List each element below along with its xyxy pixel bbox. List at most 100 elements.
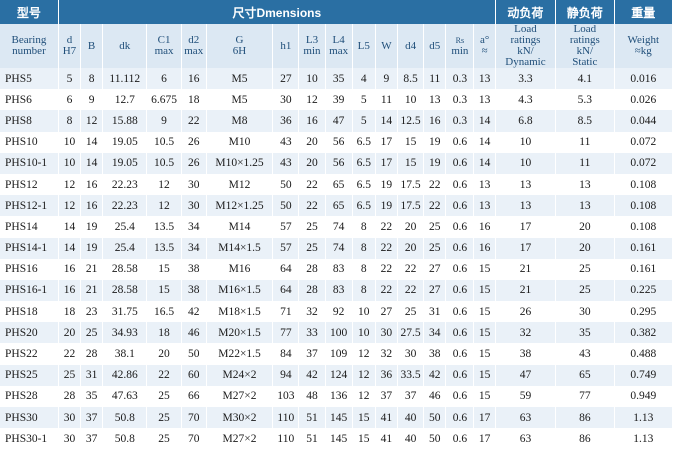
table-cell: 12	[58, 195, 82, 217]
table-cell: 51	[298, 428, 326, 449]
table-cell: 27.5	[397, 322, 425, 344]
table-cell: 15	[473, 322, 496, 344]
column-header: Bearing number	[0, 24, 59, 68]
table-cell: M22×1.5	[206, 343, 274, 365]
column-header-line: kN/	[576, 45, 594, 57]
table-cell: 13	[555, 173, 615, 196]
table-cell: 15	[146, 279, 182, 302]
column-header: W	[375, 24, 399, 68]
table-cell: 0.3	[445, 89, 475, 111]
table-cell: 40	[397, 407, 425, 429]
table-cell: 41	[375, 428, 399, 449]
table-cell: 9	[146, 110, 182, 132]
table-cell: 50	[423, 407, 447, 429]
table-cell: M12×1.25	[206, 195, 274, 217]
table-cell: 22	[375, 258, 399, 280]
table-cell: 22	[58, 343, 82, 365]
table-cell: 25	[146, 385, 182, 407]
table-cell: 0.3	[445, 68, 475, 90]
table-cell: 14	[58, 216, 82, 238]
table-cell: 12.7	[102, 89, 148, 111]
table-cell: 0.6	[445, 237, 475, 259]
table-cell: 14	[58, 237, 82, 259]
table-row: PHS10-1 10 14 19.05 10.5 26 M10×1.25 43 20 56 6.5 1…	[0, 152, 673, 174]
table-cell: 12	[352, 343, 376, 365]
table-cell: 15	[473, 279, 496, 302]
column-header-line: L4	[332, 34, 345, 46]
table-cell: 20	[397, 216, 425, 238]
table-cell: 34	[181, 216, 207, 238]
table-cell: 6.5	[352, 173, 376, 196]
table-cell: 37	[80, 407, 104, 429]
table-cell: 6.5	[352, 152, 376, 174]
table-cell: 33.5	[397, 364, 425, 386]
table-cell: 1.13	[614, 428, 673, 449]
table-cell: 84	[272, 343, 300, 365]
table-cell: 136	[325, 385, 353, 407]
table-cell: M30×2	[206, 407, 274, 429]
table-cell: 23	[80, 301, 104, 323]
table-cell: 15	[352, 407, 376, 429]
table-cell: 4	[352, 68, 376, 90]
table-cell: 18	[181, 89, 207, 111]
table-cell: 0.016	[614, 68, 673, 90]
table-cell: 83	[325, 258, 353, 280]
table-cell: 56	[325, 131, 353, 153]
header-static-load: 静负荷	[555, 0, 615, 24]
table-cell: 42	[423, 364, 447, 386]
table-cell: 46	[181, 322, 207, 344]
table-cell: 14	[473, 131, 496, 153]
table-cell: 13	[473, 173, 496, 196]
table-cell: 10	[352, 301, 376, 323]
table-cell: 42.86	[102, 364, 148, 386]
table-cell: 0.6	[445, 195, 475, 217]
table-cell: 15.88	[102, 110, 148, 132]
table-cell: 16	[58, 279, 82, 302]
table-row: PHS6 6 9 12.7 6.675 18 M5 30 12 39 5 11 10 13 0.3 13 4.3…	[0, 89, 673, 111]
table-cell: 25	[58, 364, 82, 386]
table-cell: 22	[298, 195, 326, 217]
table-cell: 64	[272, 279, 300, 302]
table-cell: 30	[555, 301, 615, 323]
table-cell: 19.05	[102, 152, 148, 174]
table-cell: 8	[352, 279, 376, 302]
column-header: d5	[423, 24, 447, 68]
table-cell: 26	[181, 152, 207, 174]
table-cell: 4.1	[555, 68, 615, 90]
table-cell: 22	[375, 279, 399, 302]
table-cell: 37	[375, 385, 399, 407]
table-cell: 66	[181, 385, 207, 407]
table-cell: 31.75	[102, 301, 148, 323]
column-header-line: Load	[514, 24, 537, 35]
table-cell: 12	[352, 364, 376, 386]
table-cell: 100	[325, 322, 353, 344]
table-cell: 60	[181, 364, 207, 386]
column-header-line: number	[12, 45, 46, 57]
table-row: PHS16 16 21 28.58 15 38 M16 64 28 83 8 22 22 27 0.6 15 2…	[0, 258, 673, 280]
table-cell: 0.6	[445, 279, 475, 302]
table-cell: 11	[423, 68, 447, 90]
table-cell: 28.58	[102, 258, 148, 280]
table-cell: 10	[352, 322, 376, 344]
table-cell: 25	[397, 301, 425, 323]
table-cell: 37	[298, 343, 326, 365]
table-cell: 145	[325, 407, 353, 429]
table-row: PHS18 18 23 31.75 16.5 42 M18×1.5 71 32 92 10 27 25 3…	[0, 301, 673, 323]
table-cell: 38.1	[102, 343, 148, 365]
header-dimensions: 尺寸Dmensions	[58, 0, 496, 24]
column-header-line: L5	[357, 39, 370, 52]
table-row: PHS22 22 28 38.1 20 50 M22×1.5 84 37 109 12 32 30 38 0…	[0, 343, 673, 365]
column-header-line: max	[184, 45, 204, 57]
table-cell: 32	[298, 301, 326, 323]
header-dynamic-load: 动负荷	[495, 0, 557, 24]
table-cell: 0.749	[614, 364, 673, 386]
table-cell: M16	[206, 258, 274, 280]
bearing-number-cell: PHS6	[0, 89, 59, 111]
table-cell: M8	[206, 110, 274, 132]
table-cell: 27	[423, 258, 447, 280]
table-cell: 16	[80, 195, 104, 217]
table-cell: 103	[272, 385, 300, 407]
column-header-line: kN/	[517, 45, 534, 57]
table-cell: M16×1.5	[206, 279, 274, 302]
table-cell: 19	[423, 131, 447, 153]
